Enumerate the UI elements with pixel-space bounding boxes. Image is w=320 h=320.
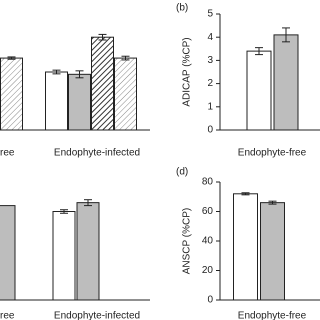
y-tick-label: 1	[207, 101, 213, 112]
panel-label: (d)	[176, 167, 188, 178]
y-axis-title: ADICAP (%CP)	[182, 37, 193, 106]
x-tick-label: ree	[0, 311, 15, 320]
bar	[45, 71, 68, 131]
x-tick-label: ree	[0, 148, 15, 159]
bar	[260, 202, 285, 301]
y-tick-label: 0	[207, 125, 213, 136]
y-tick-label: 0	[207, 295, 213, 306]
x-tick-label: Endophyte-free	[238, 148, 307, 159]
x-tick-label: Endophyte-infected	[54, 311, 140, 320]
bar	[0, 57, 23, 131]
bar	[52, 211, 76, 301]
x-tick-label: Endophyte-infected	[54, 148, 140, 159]
bar	[114, 57, 137, 131]
y-tick-label: 4	[207, 32, 213, 43]
bar	[76, 202, 100, 301]
y-tick-label: 20	[202, 265, 214, 276]
x-tick-label: Endophyte-free	[238, 311, 307, 320]
y-tick-label: 5	[207, 9, 213, 20]
bar	[273, 34, 299, 131]
y-axis-title: ANSCP (%CP)	[182, 208, 193, 275]
panel-label: (b)	[176, 3, 188, 14]
y-tick-label: 2	[207, 78, 213, 89]
bar	[0, 205, 16, 301]
bar	[246, 50, 272, 131]
y-tick-label: 3	[207, 55, 213, 66]
y-tick-label: 60	[202, 206, 214, 217]
bar	[91, 36, 114, 131]
y-tick-label: 80	[202, 177, 214, 188]
y-tick-label: 40	[202, 236, 214, 247]
bar	[68, 73, 91, 131]
bar	[233, 193, 258, 301]
